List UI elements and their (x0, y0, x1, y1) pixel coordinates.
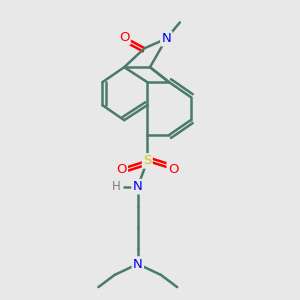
Text: N: N (161, 32, 171, 45)
Text: N: N (133, 257, 143, 271)
Text: H: H (112, 180, 120, 193)
Text: S: S (143, 154, 152, 167)
Text: O: O (119, 31, 130, 44)
Text: O: O (168, 163, 178, 176)
Text: N: N (133, 180, 143, 193)
Text: O: O (116, 163, 127, 176)
